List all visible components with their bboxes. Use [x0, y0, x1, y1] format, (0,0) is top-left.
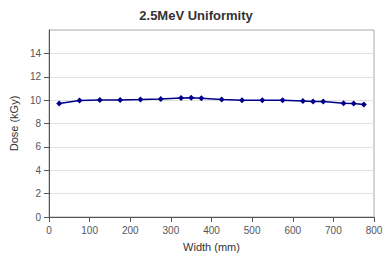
svg-text:300: 300 — [163, 225, 180, 236]
svg-text:500: 500 — [244, 225, 261, 236]
svg-text:14: 14 — [30, 48, 42, 59]
svg-text:6: 6 — [35, 141, 41, 152]
svg-text:700: 700 — [325, 225, 342, 236]
svg-text:100: 100 — [81, 225, 98, 236]
svg-text:800: 800 — [366, 225, 383, 236]
svg-text:600: 600 — [284, 225, 301, 236]
svg-text:Dose (kGy): Dose (kGy) — [8, 96, 20, 152]
svg-text:4: 4 — [35, 165, 41, 176]
svg-text:400: 400 — [203, 225, 220, 236]
svg-text:0: 0 — [46, 225, 52, 236]
svg-text:200: 200 — [122, 225, 139, 236]
svg-text:2.5MeV Uniformity: 2.5MeV Uniformity — [139, 8, 253, 23]
svg-text:12: 12 — [30, 71, 42, 82]
svg-text:0: 0 — [35, 212, 41, 223]
svg-text:2: 2 — [35, 188, 41, 199]
svg-text:10: 10 — [30, 95, 42, 106]
svg-text:8: 8 — [35, 118, 41, 129]
svg-text:Width (mm): Width (mm) — [183, 241, 240, 253]
